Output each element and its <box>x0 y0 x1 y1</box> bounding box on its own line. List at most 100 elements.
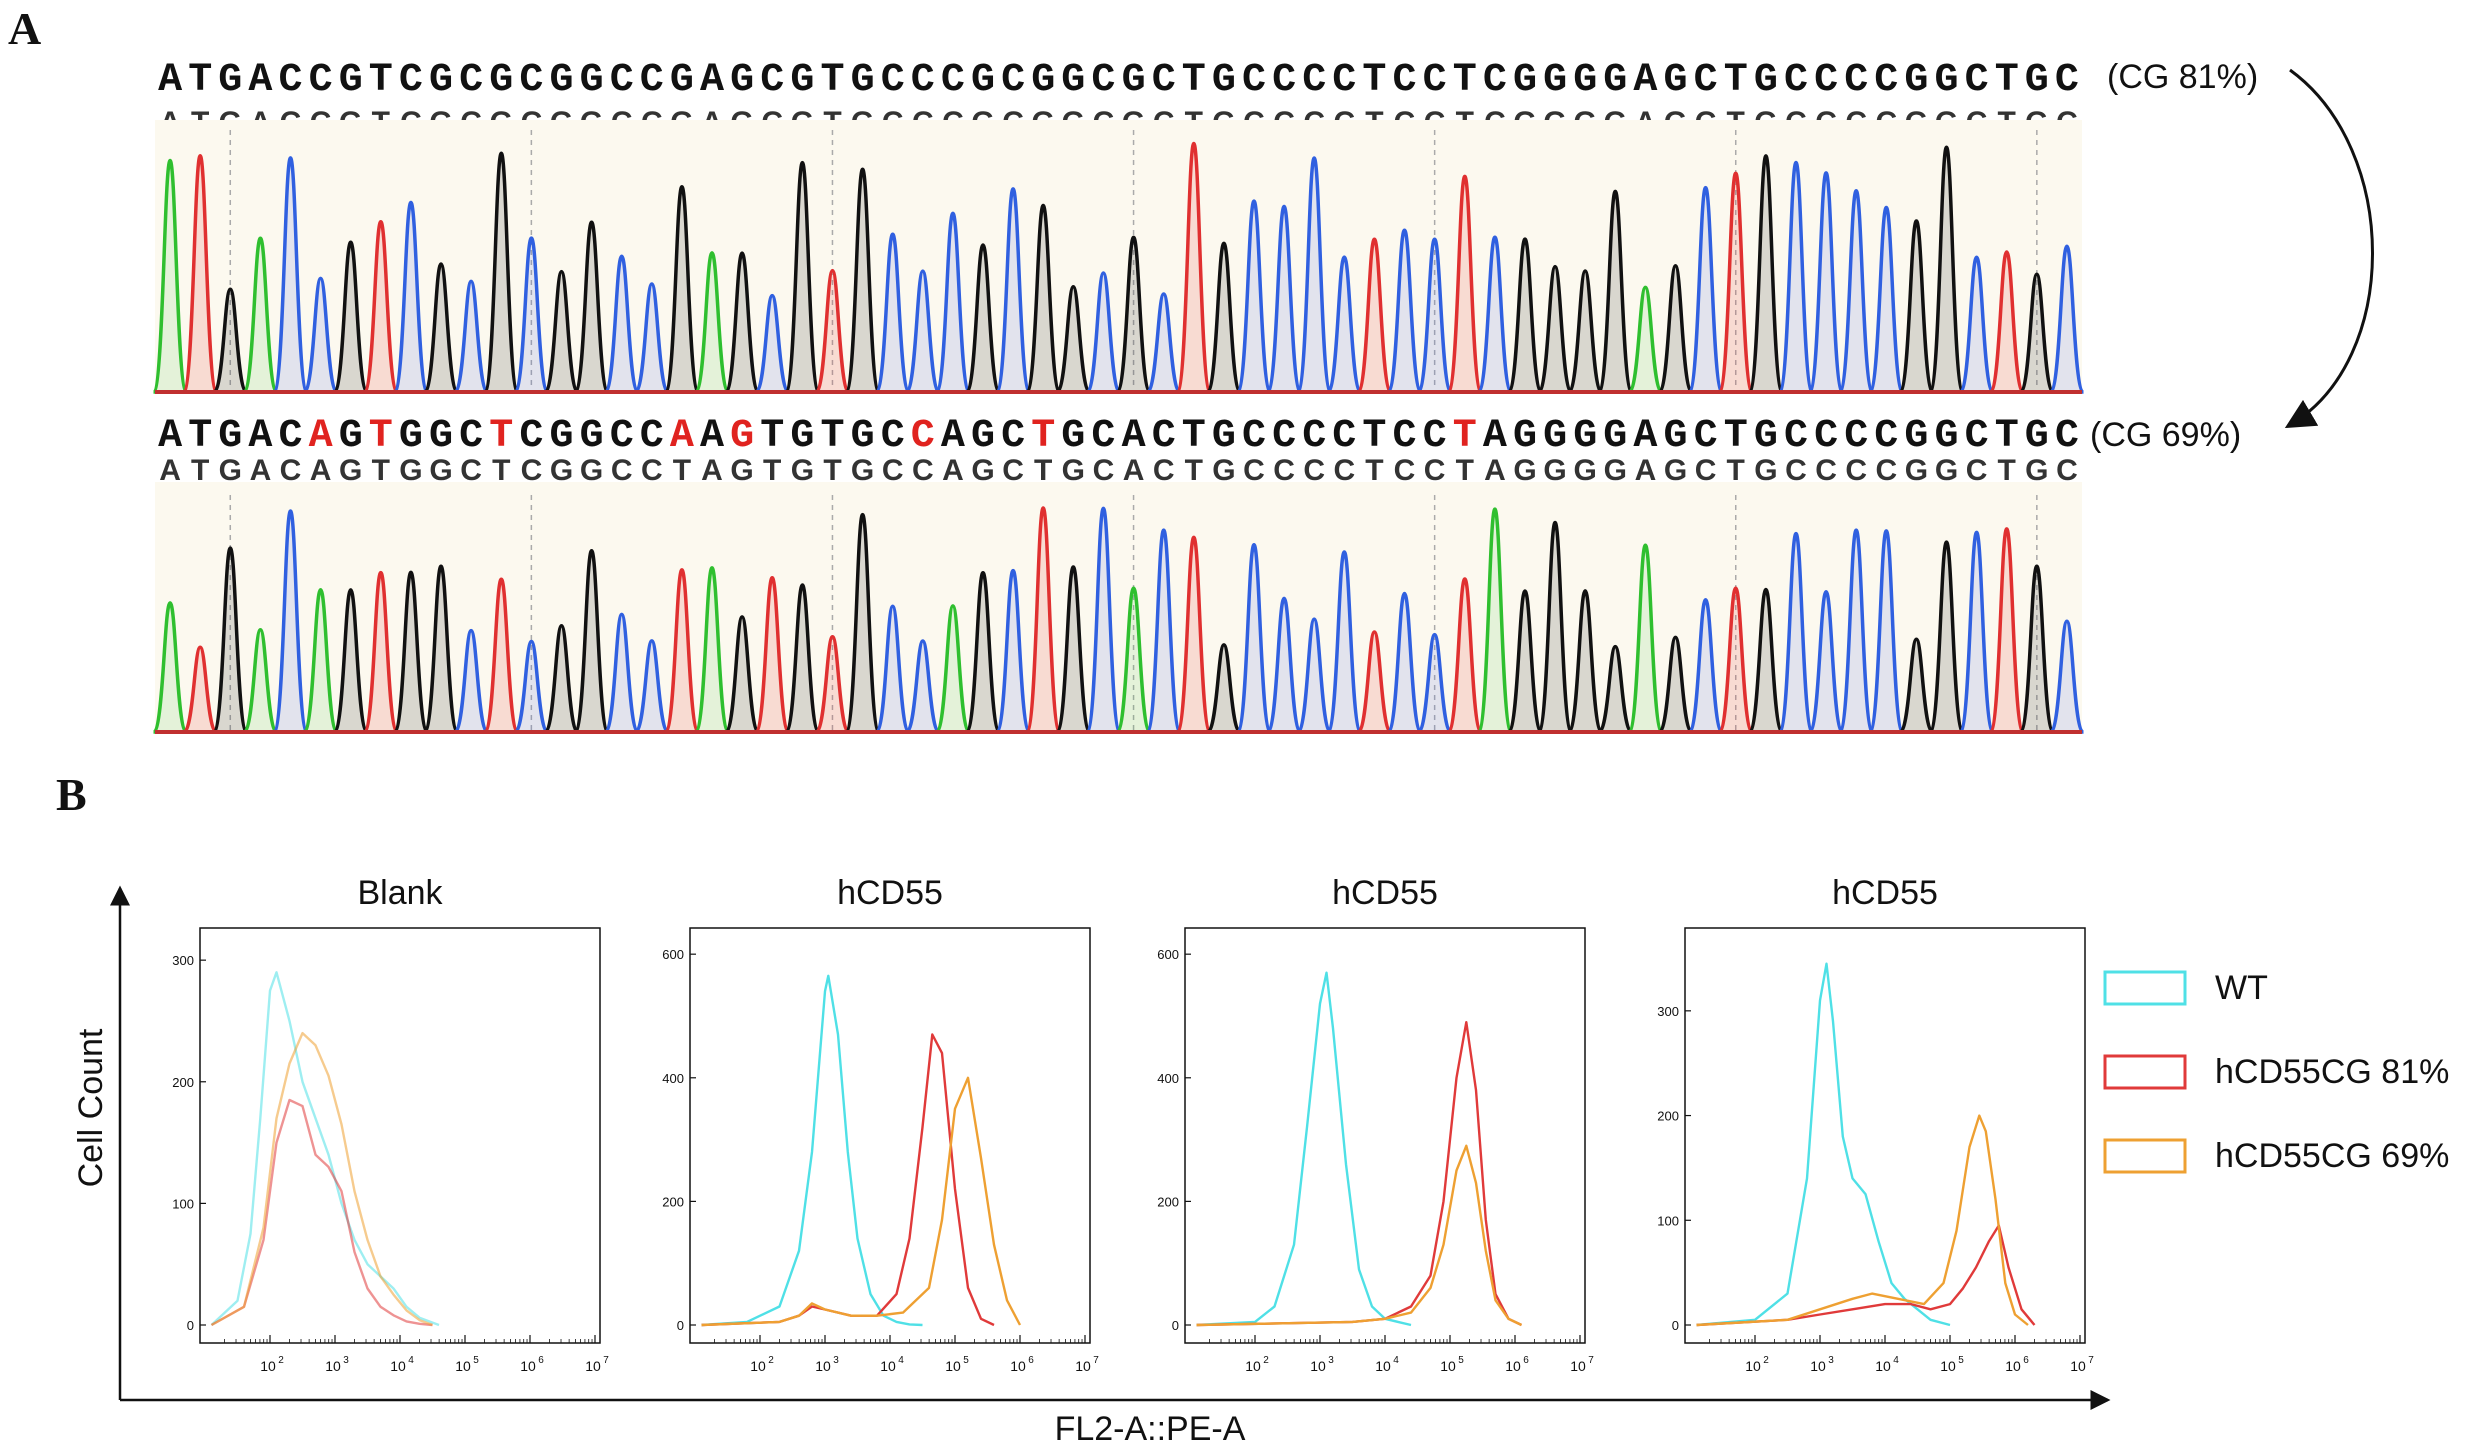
bottom-chromatogram-peak <box>513 639 550 734</box>
bottom-sequence-base: C <box>1272 414 1296 459</box>
top-sequence-base: G <box>1603 58 1627 103</box>
bottom-chromatogram-peak <box>1024 506 1062 734</box>
bottom-readout-base: C <box>1845 454 1867 487</box>
y-tick-label: 0 <box>187 1318 194 1333</box>
bottom-readout-base: C <box>641 454 663 487</box>
bottom-chromatogram-peak <box>1747 587 1785 734</box>
top-chromatogram-peak <box>603 254 641 394</box>
x-tick-label: 10 <box>945 1358 961 1374</box>
x-tick-exponent: 7 <box>2088 1355 2094 1366</box>
bottom-sequence-base: A <box>158 414 182 459</box>
bottom-chromatogram-peak <box>1687 598 1724 734</box>
x-tick-exponent: 2 <box>768 1355 774 1366</box>
top-sequence-base: C <box>309 58 333 103</box>
bottom-readout-base: G <box>1513 454 1536 487</box>
y-tick-label: 600 <box>1157 947 1179 962</box>
bottom-readout-base: G <box>1062 454 1085 487</box>
bottom-readout-base: C <box>1785 454 1807 487</box>
top-sequence-base: C <box>399 58 423 103</box>
top-sequence-base: G <box>489 58 513 103</box>
bottom-sequence-base: G <box>1573 414 1597 459</box>
bottom-chromatogram-peak <box>934 604 972 734</box>
bottom-chromatogram-peak <box>151 601 189 734</box>
bottom-chromatogram-peak <box>633 639 671 734</box>
bottom-readout-base: G <box>550 454 573 487</box>
top-sequence-base: C <box>1814 58 1838 103</box>
histogram-series-line <box>210 1098 433 1327</box>
top-sequence-base: G <box>339 58 363 103</box>
y-tick-label: 400 <box>662 1071 684 1086</box>
bottom-readout-base: C <box>1243 454 1265 487</box>
bottom-readout-base: G <box>219 454 242 487</box>
bottom-readout-base: C <box>1093 454 1115 487</box>
top-chromatogram-peak <box>994 187 1032 394</box>
x-tick-exponent: 2 <box>278 1355 284 1366</box>
top-chromatogram-peak <box>1867 205 1905 394</box>
top-chromatogram-peak <box>1235 199 1273 394</box>
histogram-series-line <box>701 974 923 1327</box>
bottom-readout-base: C <box>1875 454 1897 487</box>
top-sequence-base: C <box>1302 58 1326 103</box>
bottom-chromatogram-peak <box>181 645 219 734</box>
top-chromatogram-peak <box>1837 188 1875 394</box>
bottom-sequence-base: T <box>1724 414 1748 459</box>
bottom-readout-base: G <box>1754 454 1777 487</box>
bottom-chromatogram-peak <box>904 639 942 734</box>
bottom-chromatogram-peak <box>1115 586 1152 734</box>
bottom-sequence-base: A <box>941 414 965 459</box>
bottom-chromatogram-peak <box>1777 531 1815 734</box>
bottom-readout-base: C <box>1394 454 1416 487</box>
top-sequence-base: C <box>1272 58 1296 103</box>
bottom-sequence-base: C <box>2055 414 2079 459</box>
x-tick-label: 10 <box>1875 1358 1891 1374</box>
x-tick-exponent: 7 <box>1093 1355 1099 1366</box>
histogram-frame <box>199 927 601 1344</box>
x-tick-label: 10 <box>2070 1358 2086 1374</box>
top-sequence-base: C <box>278 58 302 103</box>
bottom-chromatogram-peak <box>1235 543 1273 734</box>
top-chromatogram-peak <box>1476 235 1514 394</box>
bottom-sequence-base: G <box>971 414 995 459</box>
bottom-readout-base: T <box>1034 454 1052 487</box>
bottom-chromatogram-peak <box>1506 589 1544 734</box>
bottom-chromatogram-peak <box>844 512 881 734</box>
bottom-readout-base: T <box>1727 454 1745 487</box>
panel-a-label: A <box>8 3 41 54</box>
bottom-chromatogram-peak <box>1386 591 1423 734</box>
top-chromatogram-peak <box>1566 269 1604 394</box>
top-chromatogram-peak <box>784 160 821 394</box>
x-tick-label: 10 <box>1375 1358 1391 1374</box>
bottom-chromatogram-peak <box>2018 564 2056 734</box>
bottom-readout-base: T <box>191 454 209 487</box>
bottom-readout-base: T <box>1185 454 1203 487</box>
bottom-readout-base: C <box>1424 454 1446 487</box>
bottom-chromatogram-peak <box>2048 619 2086 734</box>
top-chromatogram-peak <box>1596 189 1634 394</box>
x-tick-exponent: 5 <box>963 1355 969 1366</box>
bottom-readout-base: A <box>310 454 332 487</box>
top-sequence-base: C <box>1091 58 1115 103</box>
histogram-title: hCD55 <box>837 874 943 912</box>
x-tick-exponent: 4 <box>898 1355 904 1366</box>
bottom-readout-base: C <box>280 454 302 487</box>
top-sequence-base: T <box>1724 58 1748 103</box>
bottom-sequence-base: G <box>790 414 814 459</box>
top-chromatogram-peak <box>693 251 731 394</box>
bottom-chromatogram-peak <box>422 564 460 734</box>
top-chromatogram-peak <box>1115 235 1152 394</box>
bottom-readout-base: G <box>1935 454 1958 487</box>
top-sequence-base: T <box>369 58 393 103</box>
bottom-readout-base: T <box>372 454 390 487</box>
legend-label: hCD55CG 69% <box>2215 1137 2449 1175</box>
bottom-chromatogram-peak <box>1416 632 1453 734</box>
bottom-sequence-base: C <box>1332 414 1356 459</box>
top-sequence-base: G <box>1061 58 1085 103</box>
bottom-sequence-base: C <box>640 414 664 459</box>
bottom-sequence-base: C <box>1302 414 1326 459</box>
bottom-readout-base: T <box>673 454 691 487</box>
top-sequence-base: C <box>1483 58 1507 103</box>
bottom-sequence-base: C <box>459 414 483 459</box>
x-tick-label: 10 <box>390 1358 406 1374</box>
